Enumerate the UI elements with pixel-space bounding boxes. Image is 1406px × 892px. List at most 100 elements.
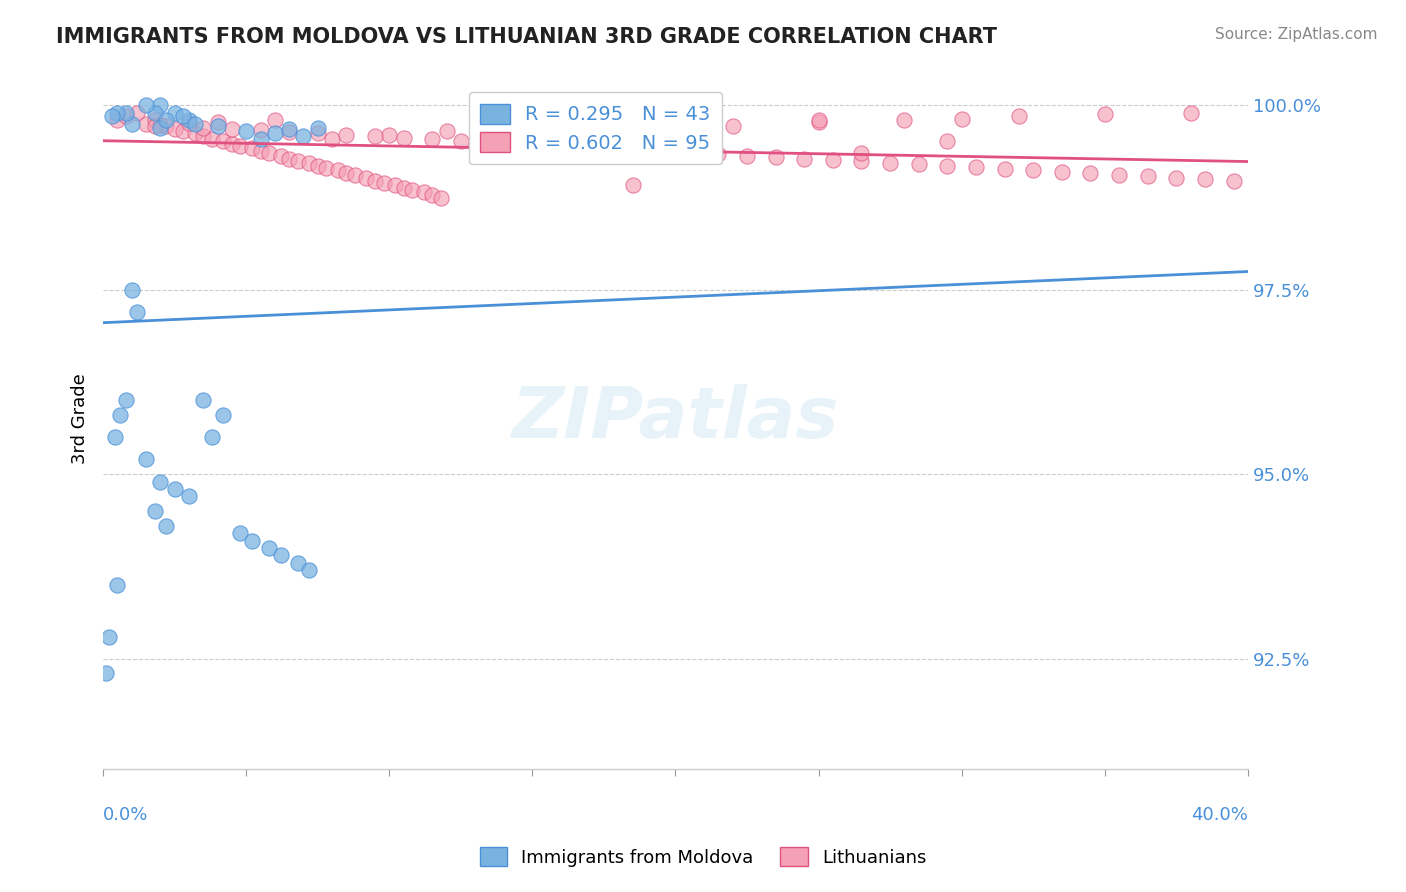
Point [564, 139, 586, 153]
Point [97, 630, 120, 644]
Point [879, 156, 901, 170]
Point [292, 129, 315, 144]
Point [621, 178, 644, 192]
Point [149, 475, 172, 489]
Point [201, 430, 224, 444]
Point [593, 141, 616, 155]
Point [115, 110, 138, 124]
Point [155, 119, 177, 133]
Point [115, 105, 138, 120]
Point [263, 113, 285, 128]
Point [155, 113, 177, 128]
Point [163, 105, 186, 120]
Point [412, 186, 434, 200]
Point [207, 114, 229, 128]
Point [263, 127, 285, 141]
Point [401, 183, 423, 197]
Point [851, 154, 873, 169]
Point [907, 157, 929, 171]
Point [287, 556, 309, 570]
Point [1108, 168, 1130, 182]
Point [212, 409, 235, 423]
Point [807, 114, 830, 128]
Text: ZIPatlas: ZIPatlas [512, 384, 839, 453]
Point [650, 144, 672, 158]
Point [287, 153, 309, 168]
Point [100, 110, 122, 124]
Point [607, 122, 630, 136]
Point [149, 118, 172, 132]
Point [193, 129, 215, 144]
Point [807, 113, 830, 128]
Point [183, 117, 205, 131]
Point [364, 174, 387, 188]
Point [679, 145, 702, 160]
Point [121, 117, 143, 131]
Point [143, 504, 166, 518]
Point [278, 122, 301, 136]
Point [936, 159, 959, 173]
Point [221, 136, 243, 151]
Point [384, 178, 406, 192]
Point [149, 120, 172, 135]
Point [163, 122, 186, 136]
Point [143, 113, 166, 128]
Point [307, 120, 329, 135]
Point [936, 134, 959, 148]
Point [107, 105, 129, 120]
Text: 40.0%: 40.0% [1191, 806, 1249, 824]
Point [1222, 174, 1244, 188]
Point [107, 113, 129, 128]
Point [298, 563, 321, 577]
Point [307, 159, 329, 173]
Point [378, 128, 401, 142]
Point [143, 105, 166, 120]
Legend: R = 0.295   N = 43, R = 0.602   N = 95: R = 0.295 N = 43, R = 0.602 N = 95 [468, 92, 723, 164]
Point [249, 144, 271, 158]
Point [326, 163, 349, 178]
Point [135, 117, 157, 131]
Point [356, 170, 378, 185]
Point [420, 132, 443, 146]
Point [307, 127, 329, 141]
Text: 0.0%: 0.0% [103, 806, 149, 824]
Point [177, 489, 200, 503]
Point [107, 578, 129, 592]
Point [1136, 169, 1159, 184]
Text: IMMIGRANTS FROM MOLDOVA VS LITHUANIAN 3RD GRADE CORRELATION CHART: IMMIGRANTS FROM MOLDOVA VS LITHUANIAN 3R… [56, 27, 997, 46]
Point [94, 666, 117, 681]
Point [127, 105, 149, 120]
Point [143, 119, 166, 133]
Point [127, 305, 149, 319]
Point [1180, 105, 1202, 120]
Point [392, 131, 415, 145]
Point [298, 156, 321, 170]
Point [201, 131, 224, 145]
Point [478, 136, 501, 150]
Point [721, 119, 744, 133]
Point [364, 129, 387, 144]
Point [506, 136, 529, 151]
Point [1194, 172, 1216, 186]
Point [1094, 107, 1116, 121]
Point [1166, 170, 1188, 185]
Point [522, 127, 544, 141]
Point [321, 131, 343, 145]
Legend: Immigrants from Moldova, Lithuanians: Immigrants from Moldova, Lithuanians [472, 840, 934, 874]
Point [664, 117, 686, 131]
Point [315, 161, 337, 175]
Point [735, 148, 758, 162]
Point [278, 152, 301, 166]
Point [1080, 166, 1102, 180]
Point [229, 139, 252, 153]
Point [450, 134, 472, 148]
Point [335, 128, 357, 142]
Point [177, 113, 200, 128]
Point [270, 148, 292, 162]
Point [821, 153, 844, 167]
Point [1022, 163, 1045, 178]
Point [240, 533, 263, 548]
Point [1050, 165, 1073, 179]
Point [235, 124, 257, 138]
Point [177, 116, 200, 130]
